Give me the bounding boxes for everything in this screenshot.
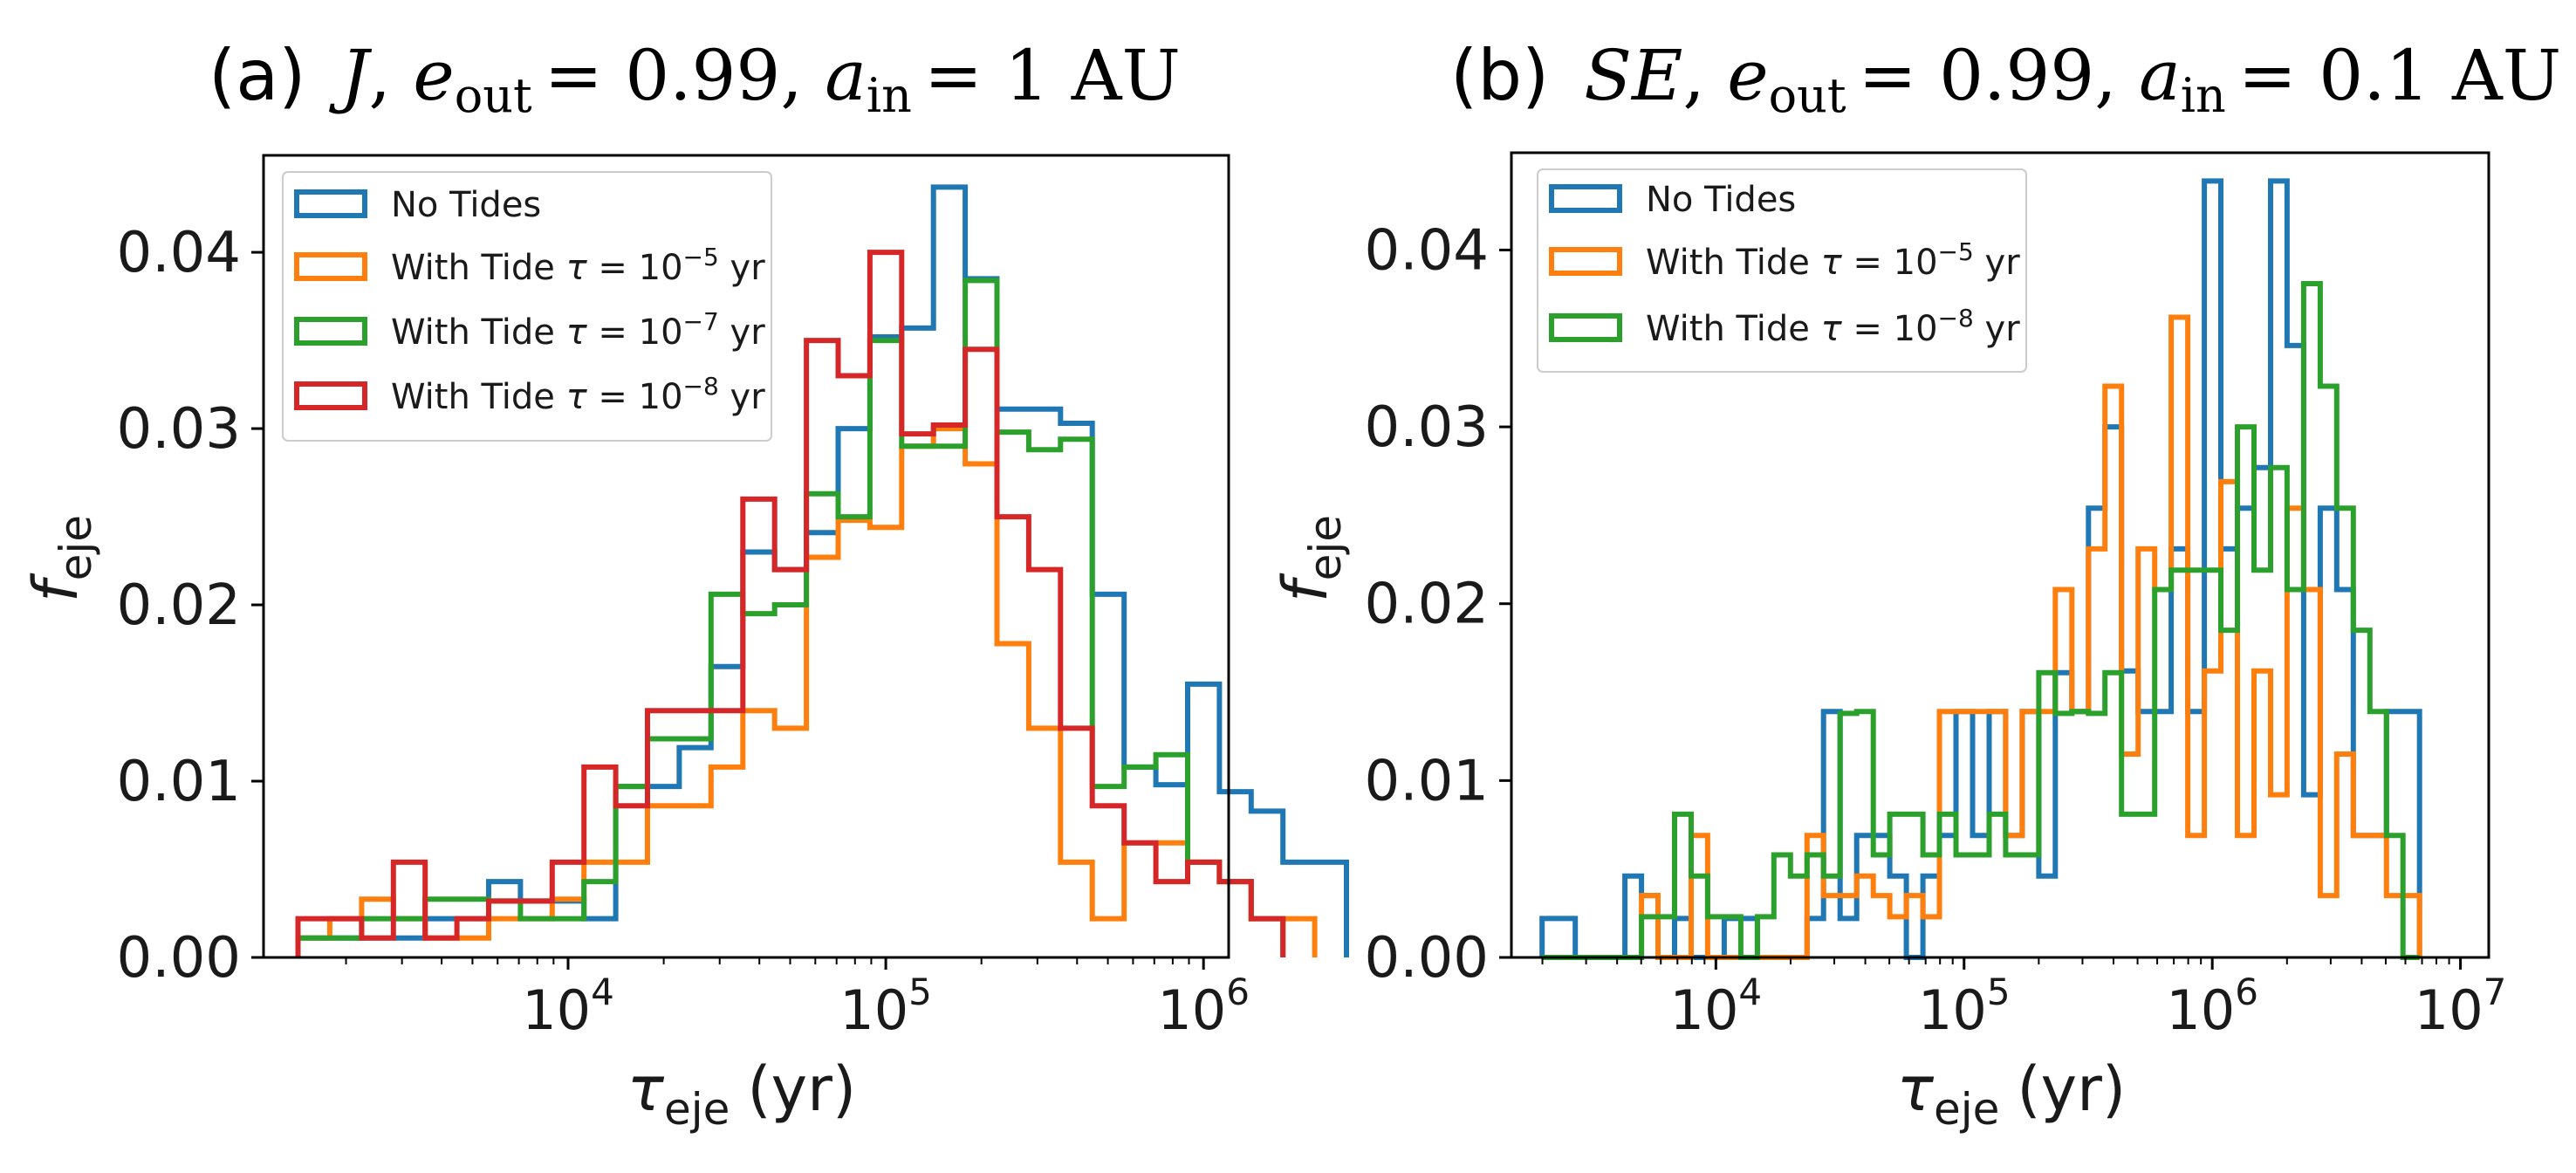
- legend-entry-no-tides: No Tides: [294, 185, 541, 225]
- y-tick-label: 0.02: [1365, 573, 1490, 637]
- panel-a-title: (a) J, eout = 0.99, ain = 1 AU: [209, 35, 1181, 123]
- svg-text:No Tides: No Tides: [391, 185, 541, 225]
- y-tick-label: 0.01: [117, 750, 242, 814]
- y-tick-label: 0.04: [1365, 218, 1490, 283]
- legend-swatch-tide-1e-5: [1549, 247, 1622, 276]
- svg-text:With Tide τ = 10−8 yr: With Tide τ = 10−8 yr: [1646, 304, 2020, 349]
- panel-a-legend: No Tides With Tide τ = 10−5 yr With Tide…: [282, 171, 772, 442]
- legend-swatch-tide-1e-8: [294, 381, 367, 410]
- legend-swatch-tide-1e-8: [1549, 313, 1622, 342]
- x-tick-label: 104: [1670, 971, 1763, 1042]
- x-tick-label: 105: [839, 971, 932, 1042]
- svg-text:With Tide τ = 10−7 yr: With Tide τ = 10−7 yr: [391, 307, 765, 353]
- legend-swatch-no-tides: [294, 189, 367, 218]
- svg-text:No Tides: No Tides: [1646, 180, 1796, 220]
- panel-b-ylabel: feje: [1270, 515, 1351, 602]
- panel-a: (a) J, eout = 0.99, ain = 1 AU feje τeje (yr…: [20, 35, 1349, 1135]
- legend-entry-no-tides: No Tides: [1549, 180, 1796, 220]
- panel-b: (b) SE, eout = 0.99, ain = 0.1 AU feje τeje…: [1270, 35, 2561, 1135]
- legend-entry-tide-1e-5: With Tide τ = 10−5 yr: [294, 243, 765, 288]
- panel-a-label: (a): [209, 35, 305, 116]
- series-with-tide-m8-step-line: [1542, 281, 2420, 960]
- legend-entry-tide-1e-8: With Tide τ = 10−8 yr: [294, 372, 765, 417]
- legend-entry-tide-1e-7: With Tide τ = 10−7 yr: [294, 307, 765, 353]
- svg-text:With Tide τ = 10−8 yr: With Tide τ = 10−8 yr: [391, 372, 765, 417]
- x-tick-label: 107: [2415, 971, 2507, 1042]
- legend-entry-tide-1e-5: With Tide τ = 10−5 yr: [1549, 237, 2020, 283]
- x-tick-label: 106: [1157, 971, 1250, 1042]
- panel-a-plot-area: 0.00 0.01 0.02 0.03 0.04 104 105 106: [117, 154, 1349, 1042]
- panel-a-xlabel: τeje (yr): [627, 1053, 856, 1135]
- panel-b-title: (b) SE, eout = 0.99, ain = 0.1 AU: [1450, 35, 2561, 123]
- legend-swatch-tide-1e-7: [294, 317, 367, 346]
- legend-entry-tide-1e-8: With Tide τ = 10−8 yr: [1549, 304, 2020, 349]
- axes-frame: [1510, 151, 2490, 959]
- x-tick-label: 104: [522, 971, 614, 1042]
- y-tick-label: 0.01: [1365, 749, 1490, 813]
- svg-text:With Tide τ = 10−5 yr: With Tide τ = 10−5 yr: [1646, 237, 2020, 283]
- legend-swatch-no-tides: [1549, 184, 1622, 213]
- y-tick-label: 0.03: [1365, 395, 1490, 460]
- x-tick-label: 106: [2166, 971, 2258, 1042]
- panel-b-xlabel: τeje (yr): [1897, 1053, 2126, 1135]
- series-with-tide-m8-step-line: [295, 250, 1286, 957]
- y-tick-label: 0.03: [117, 397, 242, 462]
- panel-a-ylabel: feje: [20, 515, 101, 602]
- y-tick-label: 0.00: [117, 926, 242, 991]
- y-tick-label: 0.00: [1365, 926, 1490, 991]
- panel-b-plot-area: 0.00 0.01 0.02 0.03 0.04 104 105 106 107: [1365, 151, 2507, 1042]
- y-tick-label: 0.02: [117, 573, 242, 638]
- axes-frame: [262, 154, 1230, 959]
- panel-b-legend: No Tides With Tide τ = 10−5 yr With Tide…: [1537, 168, 2027, 373]
- x-tick-label: 105: [1918, 971, 2011, 1042]
- panel-b-label: (b): [1450, 35, 1549, 116]
- y-tick-label: 0.04: [117, 221, 242, 285]
- svg-text:With Tide τ = 10−5 yr: With Tide τ = 10−5 yr: [391, 243, 765, 288]
- legend-swatch-tide-1e-5: [294, 252, 367, 281]
